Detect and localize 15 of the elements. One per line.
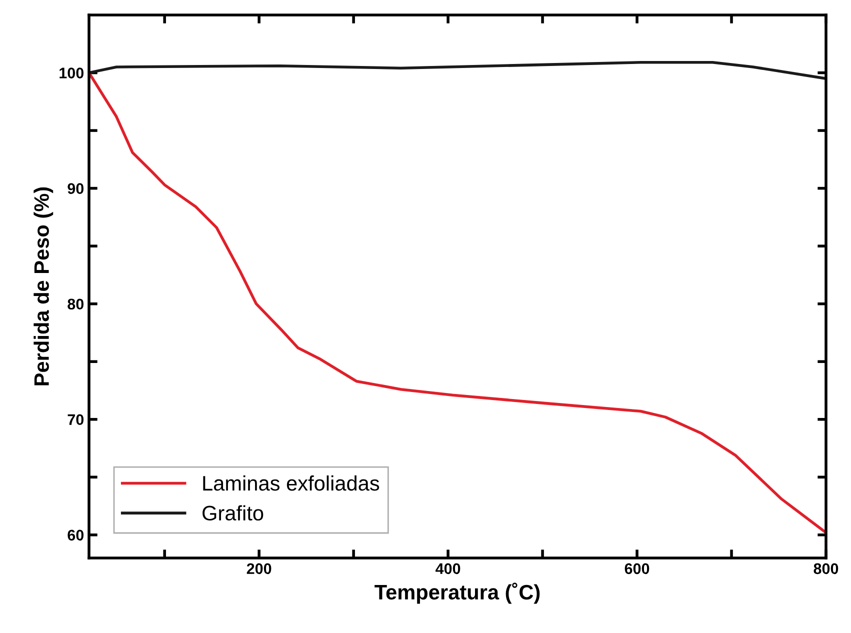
line-series	[89, 60, 826, 80]
y-tick-label: 80	[68, 298, 84, 310]
y-tick-label: 90	[68, 183, 84, 194]
legend-label: Laminas exfoliadas	[203, 475, 380, 491]
x-tick-label: 200	[246, 563, 272, 574]
line-series	[89, 71, 826, 534]
y-tick-label: 60	[68, 530, 84, 541]
y-tick-label: 100	[60, 68, 84, 78]
legend-label: Grafito	[202, 505, 264, 521]
x-tick-label: 400	[436, 563, 460, 574]
y-tick-label: 70	[68, 414, 84, 426]
y-axis-title: Perdida de Peso (%)	[34, 187, 54, 386]
x-axis-title: Temperatura (˚C)	[374, 582, 540, 604]
x-tick-label: 800	[814, 563, 838, 574]
x-tick-label: 600	[624, 563, 650, 574]
